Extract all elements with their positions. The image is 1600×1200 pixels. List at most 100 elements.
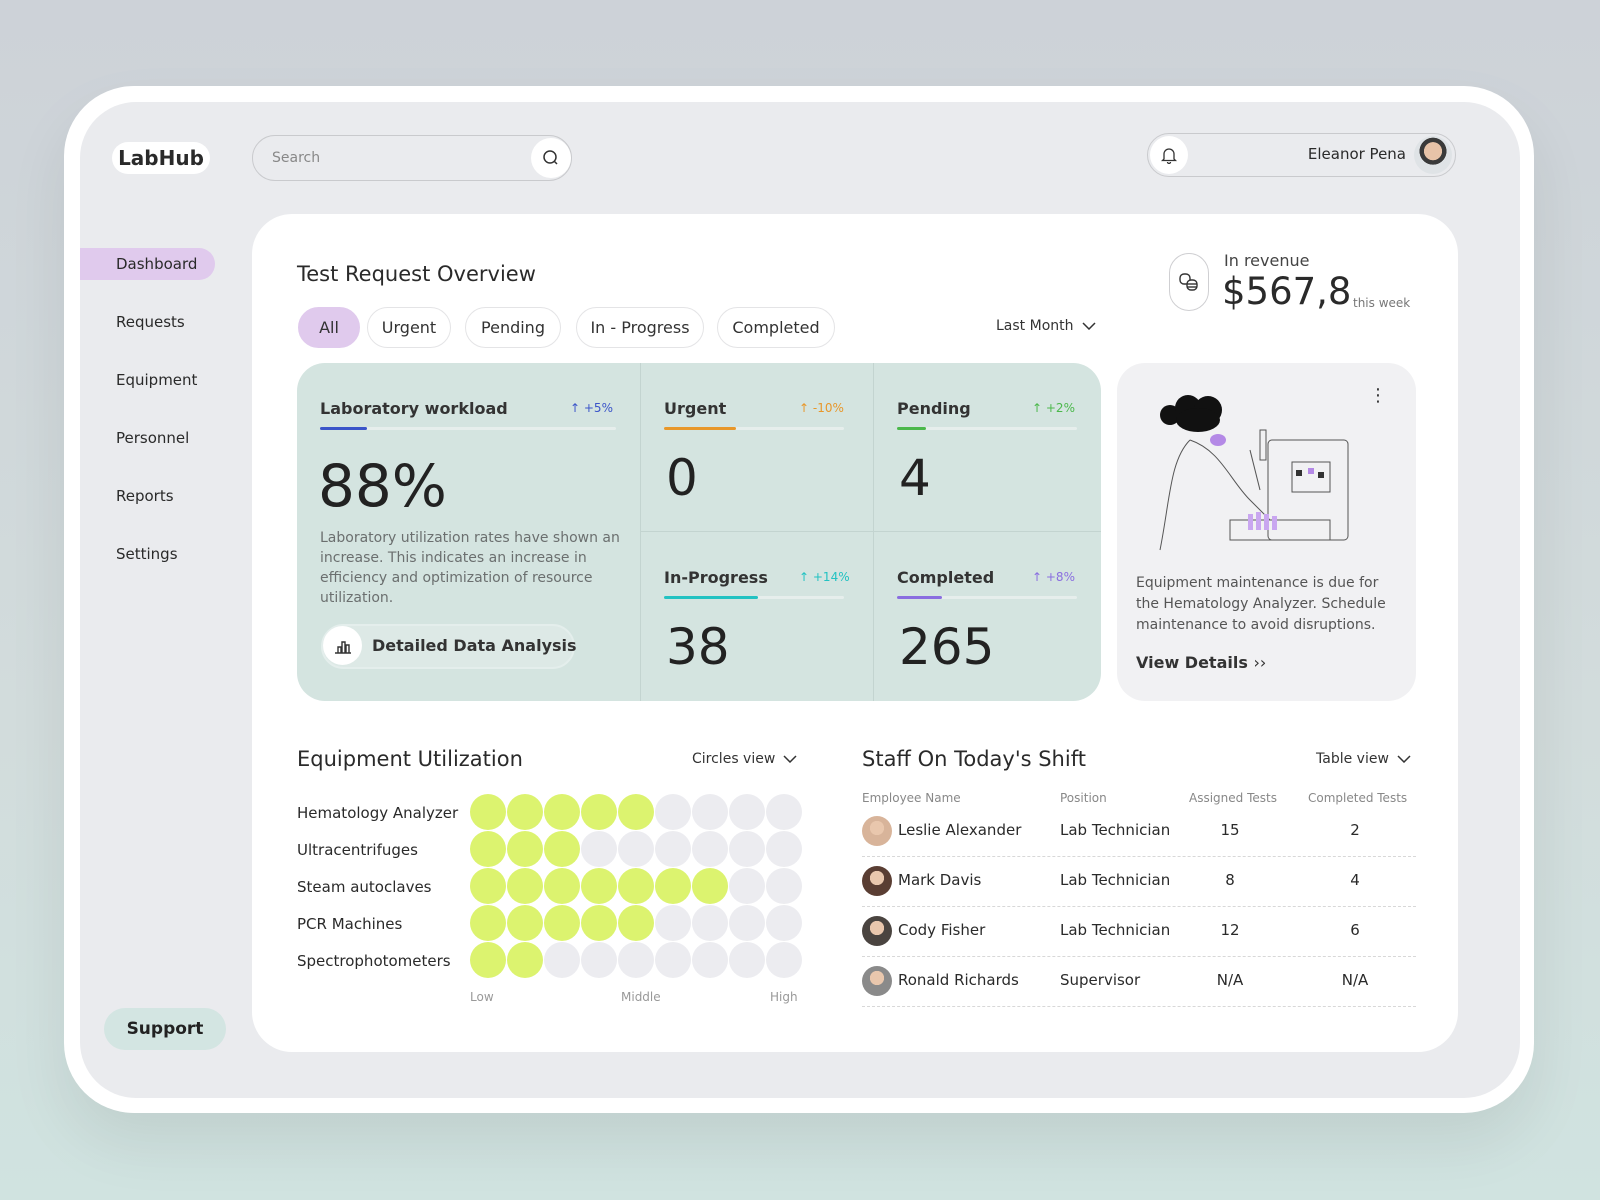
staff-name[interactable]: Cody Fisher [898, 921, 986, 939]
utilization-circle [470, 794, 506, 830]
staff-name[interactable]: Ronald Richards [898, 971, 1019, 989]
sidebar-item-reports[interactable]: Reports [116, 487, 174, 505]
scale-low: Low [470, 990, 494, 1004]
avatar [862, 816, 892, 846]
filter-all[interactable]: All [298, 307, 360, 348]
utilization-circle [507, 942, 543, 978]
utilization-circle [766, 942, 802, 978]
period-label: Last Month [996, 318, 1074, 334]
utilization-circle [581, 868, 617, 904]
equipment-label: Hematology Analyzer [297, 804, 459, 822]
utilization-circle [655, 868, 691, 904]
stat-delta: ↑ -10% [799, 401, 844, 415]
sidebar-item-dashboard[interactable]: Dashboard [80, 248, 215, 280]
detailed-analysis-label: Detailed Data Analysis [372, 636, 577, 655]
column-header-assigned[interactable]: Assigned Tests [1189, 791, 1277, 805]
column-header-name[interactable]: Employee Name [862, 791, 961, 805]
stat-delta: ↑ +14% [799, 570, 850, 584]
utilization-circle [766, 868, 802, 904]
staff-assigned: N/A [1216, 971, 1244, 989]
utilization-circle [544, 794, 580, 830]
utilization-circle [470, 905, 506, 941]
utilization-circle [507, 794, 543, 830]
revenue-value: $567,8 [1222, 270, 1352, 313]
column-header-position[interactable]: Position [1060, 791, 1107, 805]
avatar [862, 866, 892, 896]
filter-in-progress[interactable]: In - Progress [576, 307, 704, 348]
utilization-circle [581, 831, 617, 867]
utilization-circle [581, 905, 617, 941]
column-header-completed[interactable]: Completed Tests [1308, 791, 1408, 805]
staff-completed: N/A [1341, 971, 1369, 989]
search-input[interactable]: Search [252, 135, 572, 181]
avatar[interactable] [1414, 136, 1452, 174]
utilization-circle [692, 942, 728, 978]
utilization-circle [581, 942, 617, 978]
utilization-circle [766, 794, 802, 830]
equipment-label: Spectrophotometers [297, 952, 451, 970]
maintenance-text: Equipment maintenance is due for the Hem… [1136, 575, 1386, 633]
equipment-label: Steam autoclaves [297, 878, 432, 896]
staff-assigned: 15 [1220, 821, 1240, 839]
stat-label: Pending [897, 399, 971, 418]
sidebar-item-settings[interactable]: Settings [116, 545, 178, 563]
utilization-circle [618, 831, 654, 867]
utilization-circle [470, 942, 506, 978]
equipment-view-dropdown[interactable]: Circles view [692, 751, 797, 767]
utilization-circle [655, 831, 691, 867]
utilization-circle [766, 831, 802, 867]
row-divider [862, 1006, 1416, 1007]
staff-view-dropdown[interactable]: Table view [1316, 751, 1411, 767]
search-icon[interactable] [531, 138, 571, 178]
stat-delta: ↑ +8% [1032, 570, 1075, 584]
filter-pending[interactable]: Pending [465, 307, 561, 348]
chevron-down-icon [1081, 322, 1096, 330]
staff-name[interactable]: Leslie Alexander [898, 821, 1022, 839]
sidebar-item-requests[interactable]: Requests [116, 313, 185, 331]
bell-icon[interactable] [1150, 136, 1188, 174]
scale-high: High [770, 990, 798, 1004]
equipment-label: PCR Machines [297, 915, 403, 933]
page-title: Test Request Overview [297, 262, 536, 286]
utilization-circle [692, 868, 728, 904]
staff-position: Supervisor [1060, 971, 1141, 989]
staff-position: Lab Technician [1060, 871, 1171, 889]
detailed-analysis-button[interactable] [321, 624, 575, 669]
utilization-circle [470, 831, 506, 867]
revenue-period: this week [1353, 296, 1411, 310]
support-button[interactable]: Support [104, 1008, 226, 1050]
logo[interactable]: LabHub [112, 142, 210, 174]
equipment-view-label: Circles view [692, 751, 776, 767]
revenue-label: In revenue [1224, 251, 1310, 270]
period-dropdown[interactable]: Last Month [996, 318, 1096, 334]
stat-label: Completed [897, 568, 995, 587]
user-name[interactable]: Eleanor Pena [1307, 145, 1406, 163]
utilization-circle [544, 831, 580, 867]
view-details-link[interactable]: View Details ›› [1136, 653, 1267, 672]
sidebar-item-equipment[interactable]: Equipment [116, 371, 198, 389]
chevron-down-icon [1397, 755, 1411, 763]
more-options-icon[interactable]: ⋮ [1369, 385, 1387, 406]
utilization-circle [544, 868, 580, 904]
filter-urgent[interactable]: Urgent [367, 307, 451, 348]
staff-name[interactable]: Mark Davis [898, 871, 982, 889]
staff-completed: 2 [1350, 821, 1360, 839]
user-menu[interactable] [1147, 133, 1456, 177]
staff-position: Lab Technician [1060, 821, 1171, 839]
filter-completed[interactable]: Completed [717, 307, 835, 348]
stat-label: Urgent [664, 399, 727, 418]
stat-delta: ↑ +2% [1032, 401, 1075, 415]
stat-label: In-Progress [664, 568, 768, 587]
staff-assigned: 8 [1225, 871, 1235, 889]
utilization-circle [729, 942, 765, 978]
coins-icon [1169, 253, 1209, 311]
sidebar-item-personnel[interactable]: Personnel [116, 429, 190, 447]
utilization-circle [766, 905, 802, 941]
equipment-label: Ultracentrifuges [297, 841, 418, 859]
bar-chart-icon [323, 626, 362, 665]
staff-title: Staff On Today's Shift [862, 747, 1086, 771]
workload-value: 88% [318, 452, 447, 520]
utilization-circle [507, 868, 543, 904]
stat-progress [664, 427, 844, 430]
equipment-title: Equipment Utilization [297, 747, 523, 771]
